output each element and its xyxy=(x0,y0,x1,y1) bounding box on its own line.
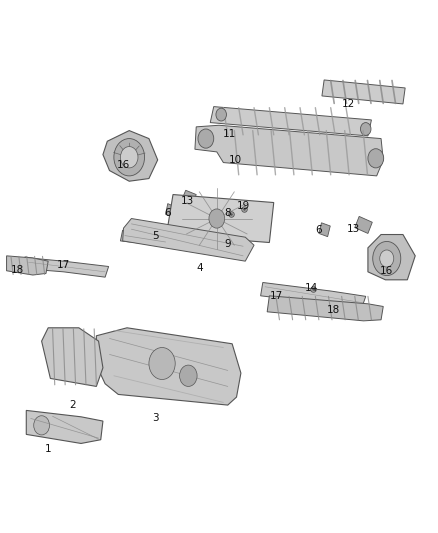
Circle shape xyxy=(198,129,214,148)
Polygon shape xyxy=(261,282,366,309)
Circle shape xyxy=(216,108,226,121)
Circle shape xyxy=(360,123,371,135)
Circle shape xyxy=(380,250,394,267)
Polygon shape xyxy=(166,195,274,243)
Text: 6: 6 xyxy=(164,208,171,218)
Text: 1: 1 xyxy=(45,444,52,454)
Polygon shape xyxy=(195,125,383,176)
Polygon shape xyxy=(103,131,158,181)
Polygon shape xyxy=(355,216,372,233)
Text: 12: 12 xyxy=(342,99,355,109)
Text: 16: 16 xyxy=(117,160,130,170)
Polygon shape xyxy=(42,328,103,386)
Polygon shape xyxy=(123,219,254,261)
Text: 9: 9 xyxy=(224,239,231,248)
Polygon shape xyxy=(267,296,383,321)
Text: 6: 6 xyxy=(315,225,322,235)
Polygon shape xyxy=(26,410,103,443)
Circle shape xyxy=(209,209,225,228)
Text: 8: 8 xyxy=(224,208,231,218)
Text: 17: 17 xyxy=(269,291,283,301)
Circle shape xyxy=(120,147,138,168)
Text: 19: 19 xyxy=(237,201,250,211)
Text: 18: 18 xyxy=(327,305,340,315)
Polygon shape xyxy=(166,204,175,217)
Circle shape xyxy=(114,139,145,176)
Text: 13: 13 xyxy=(181,197,194,206)
Text: 13: 13 xyxy=(347,224,360,234)
Polygon shape xyxy=(182,190,196,204)
Circle shape xyxy=(34,416,49,435)
Text: 2: 2 xyxy=(69,400,76,410)
Polygon shape xyxy=(120,230,171,246)
Text: 10: 10 xyxy=(229,155,242,165)
Circle shape xyxy=(373,241,401,276)
Polygon shape xyxy=(322,80,405,104)
Text: 3: 3 xyxy=(152,414,159,423)
Text: 11: 11 xyxy=(223,130,236,139)
Circle shape xyxy=(368,149,384,168)
Polygon shape xyxy=(210,107,371,136)
Polygon shape xyxy=(7,256,48,275)
Circle shape xyxy=(149,348,175,379)
Text: 16: 16 xyxy=(380,266,393,276)
Polygon shape xyxy=(368,235,415,280)
Text: 18: 18 xyxy=(11,265,24,275)
Circle shape xyxy=(180,365,197,386)
Polygon shape xyxy=(319,223,330,237)
Polygon shape xyxy=(96,328,241,405)
Text: 14: 14 xyxy=(304,283,318,293)
Text: 17: 17 xyxy=(57,260,70,270)
Polygon shape xyxy=(24,257,109,277)
Text: 4: 4 xyxy=(196,263,203,273)
Text: 5: 5 xyxy=(152,231,159,240)
